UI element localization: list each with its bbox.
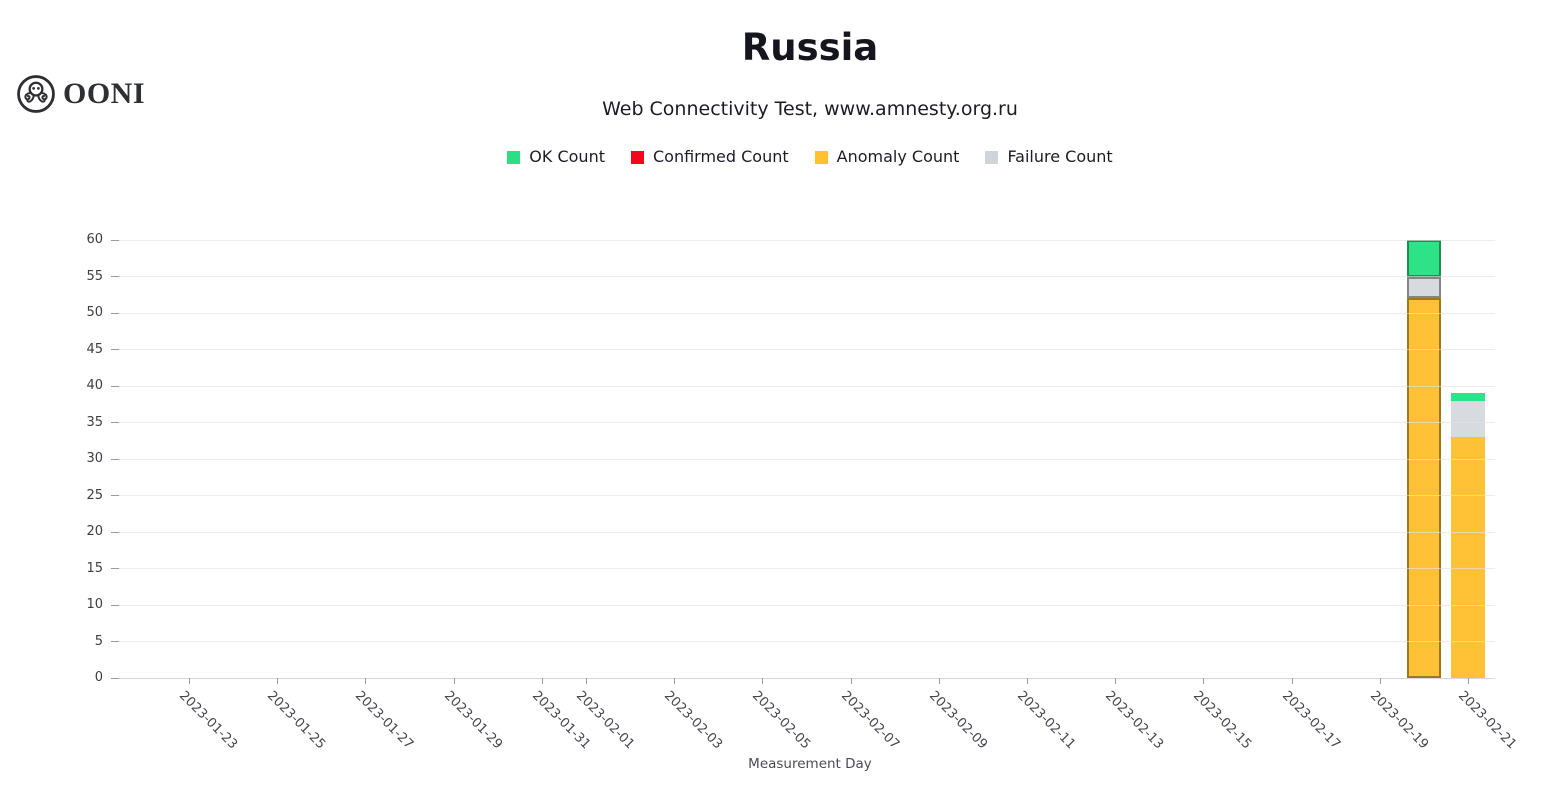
y-axis-tick: [111, 239, 119, 241]
y-axis-tick-label: 20: [86, 524, 103, 539]
legend-swatch-icon: [814, 150, 828, 164]
gridline-y-30: [119, 458, 1495, 460]
legend-item-ok-count[interactable]: OK Count: [507, 147, 605, 167]
bar-segment-ok-count-2023-02-20[interactable]: [1406, 240, 1441, 277]
x-axis-tick: [1115, 678, 1117, 684]
y-axis-tick-label: 55: [86, 268, 103, 284]
legend-label: Confirmed Count: [652, 147, 789, 166]
y-axis-tick: [111, 604, 119, 606]
gridline-y-5: [119, 641, 1495, 642]
gridline-y-35: [119, 422, 1495, 423]
y-axis-tick-label: 15: [86, 560, 103, 576]
chart-subtitle: Web Connectivity Test, www.amnesty.org.r…: [602, 98, 1018, 120]
x-axis-tick: [453, 678, 455, 684]
x-axis-tick: [938, 678, 940, 684]
y-axis-tick: [111, 641, 119, 642]
legend-item-failure-count[interactable]: Failure Count: [985, 147, 1113, 167]
y-axis-tick: [111, 568, 119, 569]
y-axis-tick-label: 50: [86, 305, 103, 320]
y-axis-tick-label: 40: [86, 378, 103, 393]
gridline-y-10: [119, 604, 1495, 606]
chart-legend: OK Count Confirmed Count Anomaly Count Fail…: [75, 145, 1545, 169]
x-axis-tick-label: 2023-02-21: [1454, 688, 1520, 753]
y-axis-tick-label: 0: [94, 670, 103, 685]
y-axis-tick-label: 10: [86, 597, 103, 612]
x-axis-tick: [850, 678, 852, 684]
y-axis-tick: [111, 385, 119, 387]
bar-segment-failure-count-2023-02-21[interactable]: [1450, 400, 1485, 438]
x-axis-tick-label: 2023-01-27: [352, 688, 417, 753]
y-axis-tick: [111, 458, 119, 460]
legend-label: OK Count: [529, 147, 605, 166]
x-axis-tick-label: 2023-02-15: [1190, 688, 1255, 753]
legend-label: Failure Count: [1007, 147, 1113, 166]
bar-segment-ok-count-2023-02-21[interactable]: [1450, 393, 1485, 401]
x-axis-tick-label: 2023-02-11: [1013, 688, 1079, 753]
gridline-y-45: [119, 349, 1495, 350]
x-axis-tick: [1291, 678, 1293, 684]
x-axis-tick: [189, 678, 190, 684]
x-axis-tick: [1203, 678, 1205, 684]
x-axis-tick: [1026, 678, 1028, 684]
legend-item-confirmed-count[interactable]: Confirmed Count: [630, 147, 789, 167]
ooni-octopus-icon: [17, 75, 55, 113]
x-axis-tick: [1379, 678, 1381, 684]
bar-segment-anomaly-count-2023-02-21[interactable]: [1450, 437, 1485, 678]
y-axis-tick: [111, 276, 119, 277]
x-axis-tick-label: 2023-02-03: [661, 688, 726, 753]
y-axis-tick: [111, 349, 119, 350]
x-axis-tick: [585, 678, 587, 684]
legend-swatch-icon: [507, 150, 521, 164]
legend-swatch-icon: [985, 150, 999, 164]
y-axis-tick-label: 25: [86, 487, 103, 503]
x-axis-tick-label: 2023-02-05: [749, 688, 814, 753]
x-axis-tick-label: 2023-01-29: [440, 688, 505, 753]
x-axis-tick-label: 2023-02-19: [1366, 688, 1431, 753]
x-axis-tick-label: 2023-02-13: [1102, 688, 1167, 753]
x-axis-tick: [1467, 678, 1469, 684]
bar-segment-failure-count-2023-02-20[interactable]: [1406, 276, 1441, 299]
legend-item-anomaly-count[interactable]: Anomaly Count: [814, 147, 960, 167]
y-axis-tick-label: 30: [86, 451, 103, 466]
y-axis-tick: [111, 531, 119, 533]
legend-label: Anomaly Count: [836, 147, 960, 166]
x-axis-tick-label: 2023-02-17: [1278, 688, 1343, 753]
page-title: Russia: [741, 26, 879, 69]
x-axis-tick-label: 2023-01-23: [176, 688, 241, 753]
ooni-logo: OONI: [16, 73, 145, 115]
x-axis-line: [119, 677, 1495, 679]
bar-segment-anomaly-count-2023-02-20[interactable]: [1406, 298, 1441, 678]
gridline-y-25: [119, 495, 1495, 496]
x-axis-tick: [762, 678, 764, 684]
x-axis-tick: [277, 678, 279, 684]
y-axis-tick-label: 5: [94, 633, 103, 649]
y-axis-tick: [111, 495, 119, 496]
x-axis-tick: [541, 678, 543, 684]
y-axis-tick-label: 35: [86, 414, 103, 430]
y-axis-tick: [111, 677, 119, 679]
x-axis-tick: [365, 678, 367, 684]
x-axis-tick: [674, 678, 676, 684]
y-axis-tick-label: 60: [86, 232, 103, 247]
ooni-wordmark: OONI: [63, 77, 146, 110]
x-axis-tick-label: 2023-01-25: [264, 688, 329, 753]
gridline-y-50: [119, 312, 1495, 314]
legend-swatch-icon: [630, 150, 644, 164]
gridline-y-15: [119, 568, 1495, 569]
gridline-y-55: [119, 276, 1495, 277]
y-axis-tick: [111, 312, 119, 314]
gridline-y-60: [119, 239, 1495, 241]
y-axis-tick: [111, 422, 119, 423]
gridline-y-40: [119, 385, 1495, 387]
y-axis-tick-label: 45: [86, 341, 103, 357]
gridline-y-20: [119, 531, 1495, 533]
x-axis-tick-label: 2023-02-07: [837, 688, 902, 753]
x-axis-title: Measurement Day: [748, 756, 872, 772]
x-axis-tick-label: 2023-02-09: [925, 688, 990, 753]
